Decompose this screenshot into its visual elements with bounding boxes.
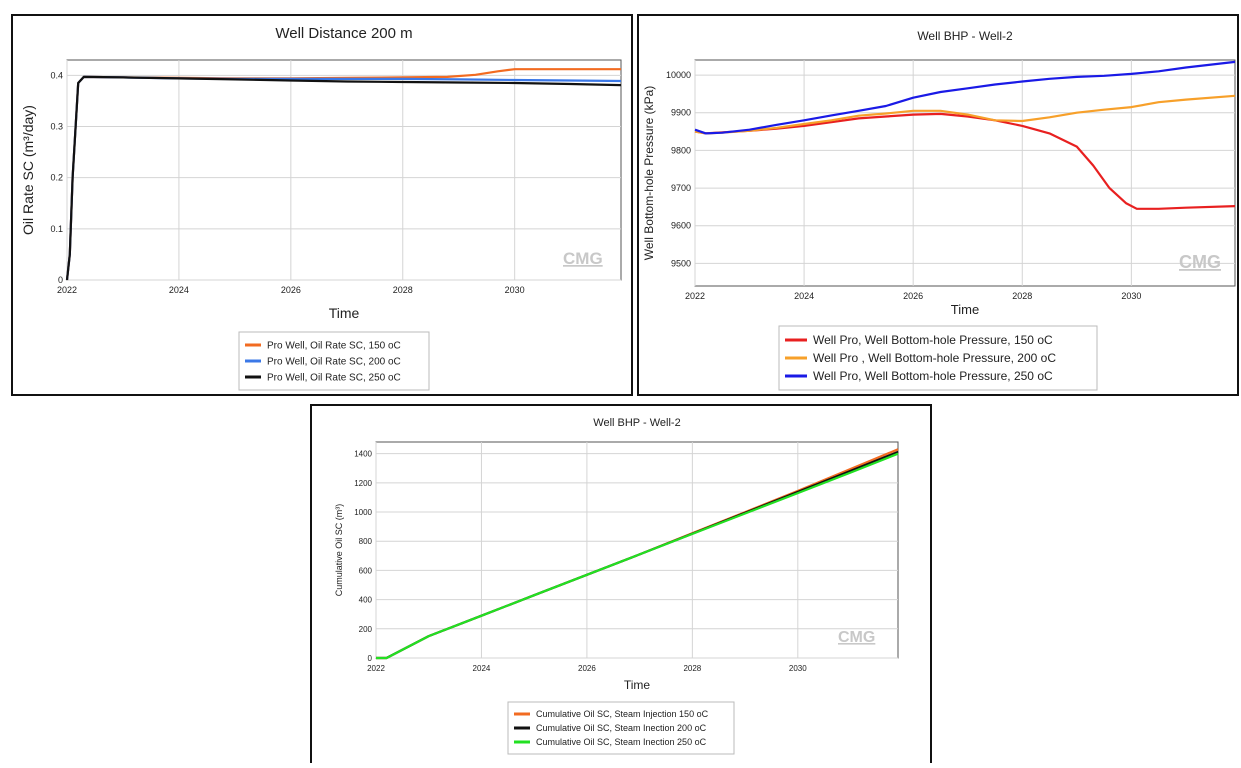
x-axis-label: Time xyxy=(329,305,360,321)
x-tick-label: 2028 xyxy=(1012,291,1032,301)
plot-area xyxy=(694,59,1236,287)
x-tick-label: 2022 xyxy=(57,285,77,295)
legend-label: Well Pro , Well Bottom-hole Pressure, 20… xyxy=(813,351,1056,365)
legend-label: Cumulative Oil SC, Steam Injection 150 o… xyxy=(536,709,709,719)
series-line-3 xyxy=(65,75,622,281)
y-tick-label: 0.2 xyxy=(50,173,63,183)
x-tick-label: 2022 xyxy=(367,664,385,673)
x-tick-label: 2022 xyxy=(685,291,705,301)
y-tick-label: 800 xyxy=(359,537,373,546)
y-tick-label: 10000 xyxy=(666,70,691,80)
y-tick-label: 400 xyxy=(359,596,373,605)
x-tick-label: 2026 xyxy=(578,664,596,673)
cmg-watermark-logo: CMG xyxy=(563,249,603,268)
x-tick-label: 2026 xyxy=(903,291,923,301)
y-tick-label: 0 xyxy=(58,275,63,285)
y-tick-label: 0.3 xyxy=(50,122,63,132)
legend-label: Pro Well, Oil Rate SC, 150 oC xyxy=(267,341,401,352)
y-tick-label: 600 xyxy=(359,566,373,575)
y-tick-label: 0.1 xyxy=(50,224,63,234)
bhp-chart: Well BHP - Well-2 9500 9600 9700 9800 9900 100… xyxy=(642,29,1236,391)
x-tick-label: 2026 xyxy=(281,285,301,295)
y-tick-label: 9800 xyxy=(671,145,691,155)
y-tick-label: 0 xyxy=(368,654,373,663)
chart-panel-cumulative-oil: Well BHP - Well-2 0 200 400 600 800 1000 1200 14… xyxy=(310,404,932,763)
series-line-3 xyxy=(694,60,1236,135)
cmg-watermark-logo: CMG xyxy=(838,629,875,646)
x-tick-label: 2024 xyxy=(794,291,814,301)
y-tick-label: 9600 xyxy=(671,221,691,231)
cmg-watermark-logo: CMG xyxy=(1179,252,1221,272)
legend-box xyxy=(238,331,430,391)
x-tick-label: 2028 xyxy=(683,664,701,673)
legend-label: Pro Well, Oil Rate SC, 200 oC xyxy=(267,357,401,368)
plot-area xyxy=(66,59,622,281)
x-tick-label: 2024 xyxy=(169,285,189,295)
legend-box xyxy=(778,325,1098,391)
legend-label: Cumulative Oil SC, Steam Inection 250 oC xyxy=(536,737,707,747)
chart-title: Well BHP - Well-2 xyxy=(593,417,680,429)
cumulative-oil-chart: Well BHP - Well-2 0 200 400 600 800 1000 1200 14… xyxy=(334,417,899,755)
y-axis-label: Well Bottom-hole Pressure (kPa) xyxy=(642,86,656,261)
y-tick-label: 1400 xyxy=(354,450,372,459)
y-tick-label: 9500 xyxy=(671,258,691,268)
y-axis-label: Oil Rate SC (m³/day) xyxy=(20,105,36,235)
x-tick-label: 2030 xyxy=(789,664,807,673)
legend-label: Well Pro, Well Bottom-hole Pressure, 150… xyxy=(813,333,1053,347)
oil-rate-chart: Well Distance 200 m 0 0.1 0.2 0.3 0.4 2022 2024… xyxy=(20,25,622,391)
x-tick-label: 2030 xyxy=(1121,291,1141,301)
x-axis-label: Time xyxy=(951,302,979,317)
chart-title: Well Distance 200 m xyxy=(275,25,412,42)
legend-label: Cumulative Oil SC, Steam Inection 200 oC xyxy=(536,723,707,733)
series-line-2 xyxy=(694,94,1236,135)
y-tick-label: 9700 xyxy=(671,183,691,193)
legend-label: Well Pro, Well Bottom-hole Pressure, 250… xyxy=(813,369,1053,383)
chart-title: Well BHP - Well-2 xyxy=(917,29,1013,43)
chart-panel-oil-rate: Well Distance 200 m 0 0.1 0.2 0.3 0.4 2022 2024… xyxy=(11,14,633,396)
y-axis-label: Cumulative Oil SC (m³) xyxy=(334,504,344,597)
y-tick-label: 0.4 xyxy=(50,70,63,80)
y-tick-label: 9900 xyxy=(671,108,691,118)
chart-panel-bhp: Well BHP - Well-2 9500 9600 9700 9800 9900 100… xyxy=(637,14,1239,396)
legend-label: Pro Well, Oil Rate SC, 250 oC xyxy=(267,373,401,384)
series-line-3 xyxy=(376,452,899,660)
legend-box xyxy=(507,701,735,755)
x-axis-label: Time xyxy=(624,678,651,692)
x-tick-label: 2028 xyxy=(393,285,413,295)
x-tick-label: 2024 xyxy=(473,664,491,673)
y-tick-label: 200 xyxy=(359,625,373,634)
y-tick-label: 1200 xyxy=(354,479,372,488)
x-tick-label: 2030 xyxy=(505,285,525,295)
y-tick-label: 1000 xyxy=(354,508,372,517)
